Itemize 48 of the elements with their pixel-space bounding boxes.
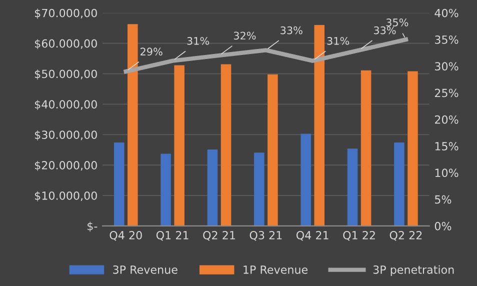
x-tick-label: Q4 20 [110, 230, 142, 241]
data-label: 33% [374, 26, 396, 34]
y-tick-label: $20.000,00 [35, 160, 97, 171]
data-label: 32% [234, 32, 256, 40]
bar [160, 154, 171, 226]
legend-label: 1P Revenue [244, 266, 308, 274]
y2-tick-label: 35% [435, 35, 458, 44]
y2-tick-label: 20% [434, 115, 458, 124]
bar [394, 142, 404, 226]
x-tick-label: Q3 21 [250, 230, 282, 241]
bar [207, 150, 218, 226]
bar [220, 64, 232, 226]
bar [268, 74, 278, 226]
y-tick-label: $70.000,00 [35, 8, 97, 19]
bar [254, 152, 264, 226]
data-label: 35% [386, 18, 408, 26]
bar [314, 25, 325, 226]
bar [347, 148, 358, 226]
bar [300, 134, 311, 226]
bar [114, 142, 124, 226]
bar [408, 71, 418, 226]
y-tick-label: $60.000,00 [35, 39, 97, 50]
y2-tick-label: 25% [434, 88, 458, 98]
data-label: 29% [140, 48, 162, 56]
y-tick-label: $10.000,00 [35, 191, 97, 202]
y2-tick-label: 15% [435, 142, 458, 150]
data-label: 33% [280, 26, 302, 34]
x-tick-label: Q2 21 [203, 230, 235, 241]
bar [174, 65, 184, 226]
x-tick-label: Q4 21 [296, 230, 328, 241]
y2-tick-label: 5% [435, 195, 452, 204]
y-tick-label: $30.000,00 [35, 130, 97, 140]
y-tick-label: $40.000,00 [35, 100, 97, 110]
legend-label: 3P penetration [373, 265, 454, 276]
y2-tick-label: 40% [434, 8, 458, 18]
x-tick-label: Q1 21 [156, 230, 188, 241]
bar [360, 70, 372, 226]
y-tick-label: $50.000,00 [35, 70, 97, 80]
x-tick-label: Q1 22 [343, 230, 375, 241]
y2-tick-label: 0% [434, 222, 452, 230]
y-tick-label: $- [88, 222, 98, 232]
y2-tick-label: 10% [435, 168, 458, 178]
data-label: 31% [327, 37, 350, 45]
data-label: 31% [187, 37, 210, 45]
legend-label: 3P Revenue [113, 265, 178, 274]
x-tick-label: Q2 22 [390, 230, 422, 241]
bar [128, 24, 138, 226]
y2-tick-label: 30% [435, 62, 458, 71]
